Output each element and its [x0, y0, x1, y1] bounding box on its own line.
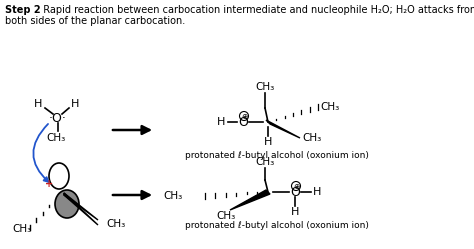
- Text: H: H: [34, 99, 42, 109]
- Text: Rapid reaction between carbocation intermediate and nucleophile H₂O; H₂O attacks: Rapid reaction between carbocation inter…: [37, 5, 474, 15]
- Text: O: O: [238, 116, 248, 128]
- FancyArrowPatch shape: [113, 191, 149, 199]
- Text: CH₃: CH₃: [164, 191, 183, 201]
- Ellipse shape: [55, 190, 79, 218]
- FancyArrowPatch shape: [113, 126, 149, 134]
- Text: CH₃: CH₃: [12, 224, 32, 234]
- Text: H: H: [313, 187, 321, 197]
- Text: ⊕: ⊕: [293, 182, 299, 190]
- Text: H: H: [291, 207, 299, 217]
- Polygon shape: [64, 193, 98, 225]
- Text: CH₃: CH₃: [302, 133, 321, 143]
- Polygon shape: [64, 193, 98, 220]
- Text: H: H: [217, 117, 225, 127]
- Text: CH₃: CH₃: [106, 219, 125, 229]
- Text: CH₃: CH₃: [216, 211, 236, 221]
- Polygon shape: [266, 120, 300, 138]
- Text: CH₃: CH₃: [46, 133, 65, 143]
- Text: +: +: [45, 179, 53, 189]
- Text: ⊕: ⊕: [241, 112, 247, 121]
- Text: protonated ℓ-butyl alcohol (oxonium ion): protonated ℓ-butyl alcohol (oxonium ion): [185, 221, 369, 230]
- Text: ·O·: ·O·: [49, 112, 67, 124]
- Polygon shape: [230, 190, 270, 210]
- Text: H: H: [71, 99, 79, 109]
- Text: CH₃: CH₃: [320, 102, 339, 112]
- Text: both sides of the planar carbocation.: both sides of the planar carbocation.: [5, 16, 185, 26]
- Text: O: O: [290, 186, 300, 198]
- Text: protonated ℓ-butyl alcohol (oxonium ion): protonated ℓ-butyl alcohol (oxonium ion): [185, 150, 369, 160]
- Text: Step 2: Step 2: [5, 5, 41, 15]
- Ellipse shape: [49, 163, 69, 189]
- Text: CH₃: CH₃: [255, 82, 274, 92]
- Text: H: H: [264, 137, 272, 147]
- Text: CH₃: CH₃: [255, 157, 274, 167]
- FancyArrowPatch shape: [33, 124, 48, 182]
